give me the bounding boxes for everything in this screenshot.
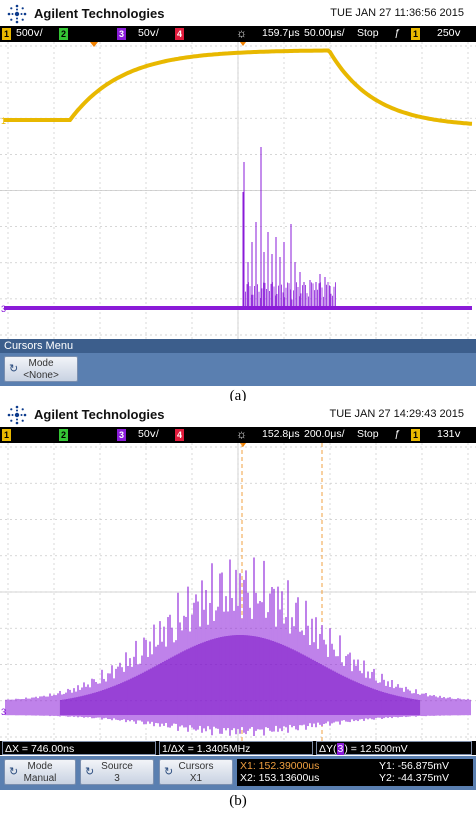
- waveform-graticule: 3: [0, 443, 476, 741]
- caption-a: (a): [229, 388, 247, 404]
- rotate-icon: ↻: [9, 766, 19, 778]
- ch1-badge[interactable]: 1: [2, 429, 11, 441]
- trigger-slope-icon: ƒ: [394, 428, 400, 440]
- caption-b: (b): [229, 793, 247, 809]
- time-scale: 50.00μs/: [304, 27, 345, 39]
- ch1-waveform: [4, 48, 473, 126]
- mode-softkey[interactable]: ↻ Mode <None>: [4, 356, 78, 382]
- mode-softkey[interactable]: ↻ Mode Manual: [4, 759, 76, 785]
- trigger-source-badge[interactable]: 1: [411, 28, 420, 40]
- rotate-icon: ↻: [9, 363, 19, 375]
- ch3-badge[interactable]: 3: [117, 28, 126, 40]
- source-softkey[interactable]: ↻ Source 3: [80, 759, 154, 785]
- y2-value: Y2: -44.375mV: [379, 772, 450, 784]
- inverse-delta-x-readout: 1/ΔX = 1.3405MHz: [159, 741, 313, 755]
- cursors-softkey-value: X1: [189, 773, 203, 784]
- delta-x-readout: ΔX = 746.00ns: [2, 741, 156, 755]
- time-reference-marker: [240, 443, 246, 447]
- datetime: TUE JAN 27 14:29:43 2015: [329, 408, 464, 420]
- ch1-ground-marker: 1: [1, 116, 6, 126]
- softkey-bar: ↻ Mode Manual ↻ Source 3 ↻ Cursors X1 X1…: [0, 756, 476, 790]
- time-scale: 200.0μs/: [304, 428, 345, 440]
- ch3-scale: 50ⅴ/: [138, 27, 159, 39]
- mode-softkey-title: Mode: [28, 358, 54, 369]
- brand-name: Agilent Technologies: [34, 407, 165, 422]
- ch3-scale: 50ⅴ/: [138, 428, 159, 440]
- mode-softkey-value: Manual: [23, 773, 57, 784]
- waveform-graticule: 13: [0, 42, 476, 339]
- channel-status-bar: 1 2 3 50ⅴ/ 4 ☼ 152.8μs 200.0μs/ Stop ƒ 1…: [0, 427, 476, 443]
- brand-name: Agilent Technologies: [34, 6, 165, 21]
- delta-y-prefix: ΔY(: [319, 743, 337, 755]
- trigger-slope-icon: ƒ: [394, 27, 400, 39]
- run-state: Stop: [357, 428, 379, 440]
- trigger-source-badge[interactable]: 1: [411, 429, 420, 441]
- time-reference: 152.8μs: [262, 428, 300, 440]
- x1-value: X1: 152.39000us: [240, 760, 320, 772]
- run-state: Stop: [357, 27, 379, 39]
- title-bar: Agilent Technologies TUE JAN 27 14:29:43…: [0, 401, 476, 427]
- cursors-softkey-title: Cursors: [178, 761, 214, 772]
- ch4-badge[interactable]: 4: [175, 28, 184, 40]
- mode-softkey-title: Mode: [27, 761, 53, 772]
- time-ref-icon: ☼: [236, 26, 247, 40]
- time-ref-icon: ☼: [236, 427, 247, 441]
- scope-capture-a: Agilent Technologies TUE JAN 27 11:36:56…: [0, 0, 476, 386]
- ch1-badge[interactable]: 1: [2, 28, 11, 40]
- delta-y-channel: 3: [336, 743, 345, 755]
- waveform-display[interactable]: 3: [0, 443, 476, 741]
- ch4-badge[interactable]: 4: [175, 429, 184, 441]
- cursor-readout-bar: ΔX = 746.00ns 1/ΔX = 1.3405MHz ΔY(3) = 1…: [0, 741, 476, 755]
- datetime: TUE JAN 27 11:36:56 2015: [330, 7, 464, 19]
- menu-title: Cursors Menu: [0, 339, 476, 353]
- ch1-scale: 500ⅴ/: [16, 27, 43, 39]
- y1-value: Y1: -56.875mV: [379, 760, 450, 772]
- time-reference-marker: [240, 42, 246, 46]
- rotate-icon: ↻: [85, 766, 95, 778]
- agilent-logo-icon: [7, 405, 27, 425]
- x2-value: X2: 153.13600us: [240, 772, 320, 784]
- mode-softkey-value: <None>: [23, 370, 59, 381]
- trigger-level: 131ⅴ: [437, 428, 461, 440]
- cursors-softkey[interactable]: ↻ Cursors X1: [159, 759, 233, 785]
- softkey-bar: ↻ Mode <None>: [0, 353, 476, 386]
- rotate-icon: ↻: [164, 766, 174, 778]
- ch2-badge[interactable]: 2: [59, 28, 68, 40]
- agilent-logo-icon: [7, 4, 27, 24]
- ch3-ground-marker: 3: [1, 707, 6, 717]
- ch3-ground-marker: 3: [1, 304, 6, 314]
- delta-y-value: ) = 12.500mV: [344, 743, 408, 755]
- source-softkey-title: Source: [101, 761, 133, 772]
- trigger-level: 250ⅴ: [437, 27, 461, 39]
- time-reference: 159.7μs: [262, 27, 300, 39]
- channel-status-bar: 1 500ⅴ/ 2 3 50ⅴ/ 4 ☼ 159.7μs 50.00μs/ St…: [0, 26, 476, 42]
- ch3-badge[interactable]: 3: [117, 429, 126, 441]
- ch3-baseline: [4, 306, 472, 310]
- title-bar: Agilent Technologies TUE JAN 27 11:36:56…: [0, 0, 476, 26]
- scope-capture-b: Agilent Technologies TUE JAN 27 14:29:43…: [0, 401, 476, 790]
- source-softkey-value: 3: [114, 773, 120, 784]
- delta-y-readout: ΔY(3) = 12.500mV: [316, 741, 472, 755]
- cursor-values-box: X1: 152.39000us X2: 153.13600us Y1: -56.…: [237, 759, 473, 786]
- ch2-badge[interactable]: 2: [59, 429, 68, 441]
- trigger-position-marker: [90, 42, 98, 47]
